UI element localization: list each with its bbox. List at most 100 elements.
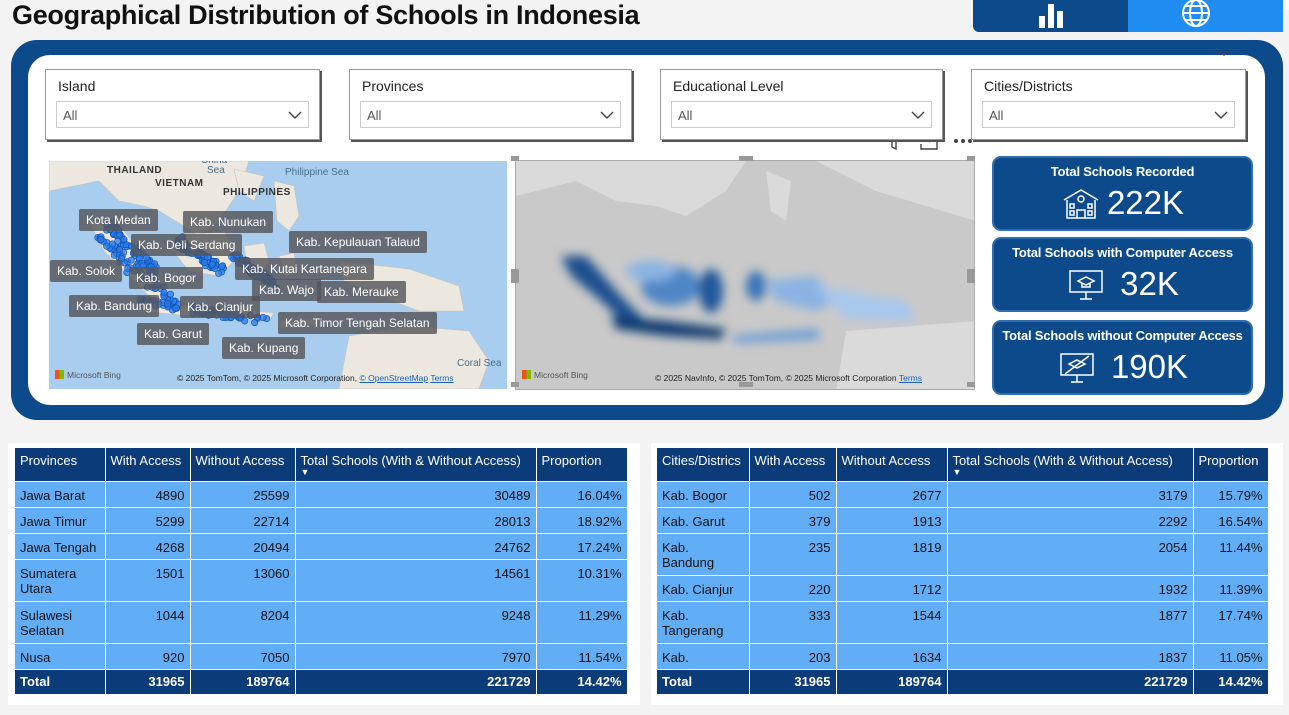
table-cell: 1913	[836, 507, 948, 534]
map-view-tab[interactable]	[1128, 0, 1283, 32]
column-header[interactable]: Proportion	[536, 448, 628, 482]
resize-handle	[511, 269, 519, 283]
filter-slicer[interactable]: Educational Level All	[660, 69, 943, 140]
column-header[interactable]: With Access	[105, 448, 191, 482]
school-marker[interactable]	[241, 317, 249, 325]
column-header[interactable]: Total Schools (With & Without Access) ▼	[295, 448, 537, 482]
kpi-card: Total Schools without Computer Access 190…	[992, 320, 1253, 395]
total-cell: 189764	[836, 669, 948, 694]
school-marker[interactable]	[164, 300, 172, 308]
header-text: With Access	[110, 453, 182, 468]
globe-icon	[1182, 0, 1210, 27]
school-marker[interactable]	[251, 319, 259, 327]
school-marker[interactable]	[160, 288, 168, 296]
filter-label: Provinces	[362, 78, 424, 94]
kpi-value: 222K	[1106, 184, 1185, 221]
table-cell: 10.31%	[536, 559, 628, 602]
table-cell: 1634	[836, 643, 948, 670]
school-marker[interactable]	[127, 256, 135, 264]
school-marker[interactable]	[208, 260, 216, 268]
table-row: Kab. 203 1634 1837 11.05%	[657, 643, 1269, 670]
place-label: Kab. Bandung	[69, 295, 160, 317]
table-cell: 20494	[190, 533, 296, 560]
place-label: Kota Medan	[79, 209, 158, 231]
chevron	[600, 111, 614, 119]
school-marker[interactable]	[259, 313, 267, 321]
school-marker[interactable]	[109, 240, 117, 248]
terms-link[interactable]: Terms	[898, 373, 922, 383]
table-cell: 333	[749, 601, 837, 644]
header-text: Provinces	[20, 453, 78, 468]
osm-link[interactable]: © OpenStreetMap	[359, 373, 429, 383]
filter-slicer[interactable]: Island All	[45, 69, 320, 140]
sea-label: Coral Sea	[457, 358, 502, 369]
filter-slicer[interactable]: Cities/Districts All	[971, 48, 1246, 140]
chart-view-tab[interactable]	[973, 0, 1128, 32]
table-cell: 235	[749, 533, 837, 576]
data-table: Cities/Districs With Access Without Access…	[657, 448, 1269, 694]
filter-dropdown[interactable]: All	[56, 101, 309, 128]
table-cell: 11.39%	[1193, 575, 1269, 602]
column-header[interactable]: Cities/Districs	[657, 448, 750, 482]
school-marker[interactable]	[172, 304, 180, 312]
filter-slicer[interactable]: Provinces All	[349, 69, 632, 140]
bubble-map[interactable]: THAILAND VIETNAM PHILIPPINES Philippine Sea…	[49, 161, 507, 389]
header-text: Proportion	[541, 453, 602, 468]
table-cell: 16.04%	[536, 481, 628, 508]
column-header[interactable]: Provinces	[15, 448, 106, 482]
kpi-card: Total Schools Recorded 222K	[992, 156, 1253, 231]
place-label: Kab. Kupang	[222, 337, 306, 359]
table-cell: Jawa Tengah	[15, 533, 106, 560]
terms-link[interactable]: Terms	[430, 373, 454, 383]
filter-dropdown[interactable]: All	[671, 101, 932, 128]
attribution-text: © 2025 NavInfo, © 2025 TomTom, © 2025 Mi…	[655, 373, 897, 383]
ms-logo	[522, 370, 531, 379]
map-logo: Microsoft Bing	[55, 370, 121, 380]
filter-value: All	[63, 108, 78, 123]
place-label: Kab. Timor Tengah Selatan	[278, 312, 437, 334]
column-header[interactable]: Proportion	[1193, 448, 1269, 482]
logo-text: Microsoft Bing	[67, 370, 121, 380]
table-cell: 379	[749, 507, 837, 534]
school-marker[interactable]	[218, 263, 226, 271]
resize-handle	[967, 269, 975, 283]
table-cell: 920	[105, 643, 191, 670]
kpi-title: Total Schools Recorded	[1050, 164, 1195, 179]
column-header[interactable]: Total Schools (With & Without Access) ▼	[947, 448, 1194, 482]
place-label: Kab. Kepulauan Talaud	[289, 231, 427, 253]
table-cell: 1044	[105, 601, 191, 644]
filter-value: All	[989, 108, 1004, 123]
header-text: Total Schools (With & Without Access)	[952, 453, 1173, 468]
table-cell: 11.54%	[536, 643, 628, 670]
column-header[interactable]: Without Access	[836, 448, 948, 482]
resize-handle	[511, 382, 519, 387]
school-marker[interactable]	[116, 246, 124, 254]
school-marker[interactable]	[167, 290, 175, 298]
table-cell: 13060	[190, 559, 296, 602]
column-header[interactable]: Without Access	[190, 448, 296, 482]
heat-map[interactable]: Microsoft Bing © 2025 NavInfo, © 2025 Tom…	[515, 160, 975, 390]
filter-dropdown[interactable]: All	[360, 101, 621, 128]
table-cell: 1501	[105, 559, 191, 602]
school-marker[interactable]	[120, 235, 128, 243]
column-header[interactable]: With Access	[749, 448, 837, 482]
school-marker[interactable]	[215, 269, 223, 277]
table-row: Kab. Bandung 235 1819 2054 11.44%	[657, 533, 1269, 576]
school-marker[interactable]	[103, 242, 111, 250]
table-cell: Kab. Garut	[657, 507, 750, 534]
header-text: Proportion	[1198, 453, 1259, 468]
filter-dropdown[interactable]: All	[982, 101, 1235, 128]
kpi-value: 190K	[1110, 348, 1189, 385]
kpi-row: 222K	[994, 184, 1251, 222]
country-label: VIETNAM	[155, 178, 204, 189]
map-attribution: © 2025 NavInfo, © 2025 TomTom, © 2025 Mi…	[655, 373, 922, 383]
filter-label: Island	[58, 78, 96, 94]
table-cell: Kab.	[657, 643, 750, 670]
table-cell: 2292	[947, 507, 1194, 534]
country-label: PHILIPPINES	[223, 187, 291, 198]
school-marker[interactable]	[201, 259, 209, 267]
school-marker[interactable]	[97, 235, 105, 243]
table-row: Sulawesi Selatan 1044 8204 9248 11.29%	[15, 601, 628, 644]
table-cell: 22714	[190, 507, 296, 534]
sort-indicator: ▼	[300, 467, 310, 477]
